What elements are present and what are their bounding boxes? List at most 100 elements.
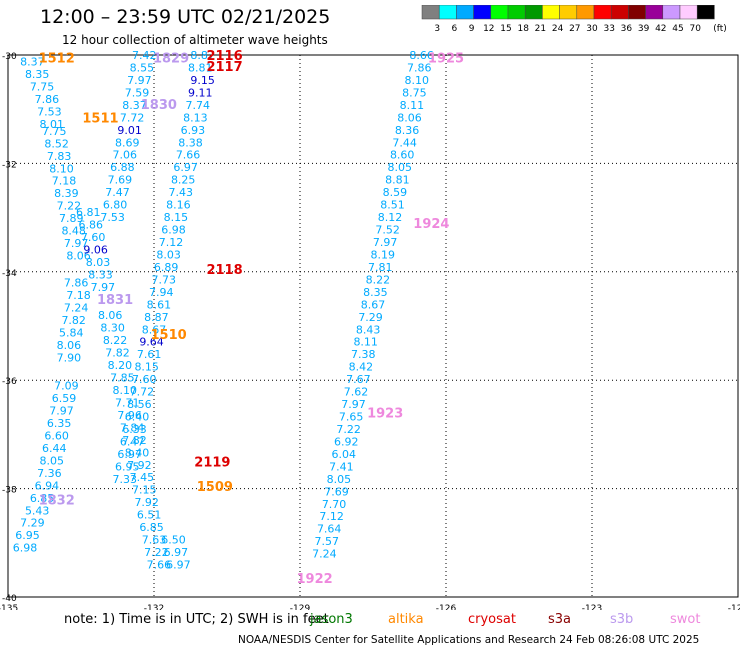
- wave-height-label: 8.10: [405, 74, 430, 87]
- track-time-label: 1922: [297, 572, 333, 587]
- wave-height-label: 8.03: [156, 248, 181, 261]
- wave-height-label: 8.36: [395, 124, 420, 137]
- wave-height-label: 7.82: [61, 314, 86, 327]
- legend-unit: (ft): [713, 24, 727, 34]
- wave-height-label: 7.18: [52, 175, 77, 188]
- wave-height-label: 8.37: [122, 99, 147, 112]
- track-time-label: 1509: [197, 480, 233, 495]
- wave-height-label: 8.05: [388, 161, 413, 174]
- wave-height-label: 7.66: [176, 149, 201, 162]
- wave-height-label: 6.50: [161, 534, 186, 547]
- wave-height-label: 7.86: [407, 61, 432, 74]
- wave-height-label: 7.15: [132, 484, 157, 497]
- wave-height-label: 7.47: [105, 186, 130, 199]
- wave-height-label: 7.70: [322, 498, 347, 511]
- satellite-note: note: 1) Time is in UTC; 2) SWH is in fe…: [64, 612, 329, 627]
- legend-label: 3: [434, 24, 440, 34]
- wave-height-label: 7.43: [169, 186, 194, 199]
- track-time-label: 1925: [428, 52, 464, 67]
- legend-label: 15: [500, 24, 511, 34]
- wave-height-label: 8.22: [366, 273, 391, 286]
- wave-height-label: 7.12: [159, 236, 184, 249]
- wave-height-label: 7.75: [42, 125, 67, 138]
- satellite-label-cryosat: cryosat: [468, 612, 516, 627]
- wave-height-label: 7.82: [105, 347, 130, 360]
- wave-height-label: 8.05: [327, 473, 352, 486]
- wave-height-label: 8.06: [66, 250, 91, 263]
- y-tick-label: -38: [2, 486, 17, 496]
- wave-height-label: 8.42: [349, 361, 374, 374]
- legend-label: 18: [517, 24, 529, 34]
- wave-height-label: 7.71: [115, 396, 140, 409]
- wave-height-label: 8.33: [88, 269, 113, 282]
- wave-height-label: 6.97: [164, 546, 189, 559]
- wave-height-label: 7.53: [100, 211, 125, 224]
- x-tick-label: -132: [144, 604, 164, 610]
- wave-height-label: 8.75: [402, 86, 427, 99]
- wave-height-label: 7.60: [81, 231, 106, 244]
- wave-height-label: 7.22: [57, 200, 82, 213]
- wave-height-label: 8.13: [183, 111, 208, 124]
- track-time-label: 1512: [39, 52, 75, 67]
- satellite-label-s3a: s3a: [548, 612, 572, 627]
- color-scale-legend: 3 6 9 12 15 18 21 24 27 30 33 36 39 42 45 70 (ft): [421, 5, 727, 34]
- wave-height-label: 9.64: [139, 336, 164, 349]
- wave-height-label: 6.95: [115, 460, 140, 473]
- wave-height-label: 8.06: [57, 339, 82, 352]
- wave-height-label: 6.98: [13, 542, 38, 555]
- wave-height-label: 8.37: [20, 56, 45, 69]
- wave-height-label: 7.24: [312, 548, 337, 561]
- wave-height-label: 8.60: [390, 149, 415, 162]
- wave-height-label: 7.97: [64, 237, 89, 250]
- wave-height-label: 8.87: [190, 49, 215, 62]
- wave-height-label: 8.40: [125, 446, 150, 459]
- satellite-label-jason3: jason3: [310, 612, 353, 627]
- legend-label: 42: [655, 24, 666, 34]
- wave-height-label: 6.33: [122, 423, 147, 436]
- wave-height-label: 8.11: [400, 99, 425, 112]
- legend-label: 39: [638, 24, 650, 34]
- wave-height-label: 6.47: [120, 435, 145, 448]
- wave-height-label: 7.75: [30, 80, 55, 93]
- wave-height-label: 6.81: [76, 206, 101, 219]
- credit-line: NOAA/NESDIS Center for Satellite Applica…: [238, 634, 700, 646]
- x-tick-label: -135: [0, 604, 18, 610]
- wave-height-label: 8.10: [113, 384, 138, 397]
- track-time-label: 1829: [153, 52, 189, 67]
- wave-height-label: 6.98: [161, 224, 186, 237]
- wave-height-label: 7.44: [392, 136, 417, 149]
- legend-swatch: [696, 5, 715, 20]
- wave-height-label: 7.36: [37, 467, 62, 480]
- x-tick-label: -123: [582, 604, 602, 610]
- wave-height-label: 6.60: [44, 429, 69, 442]
- wave-height-label: 8.03: [86, 256, 111, 269]
- plot-area: -135 -132 -129 -126 -123 -120 -30 -32 -34 -36 -38 -…: [0, 49, 740, 610]
- wave-height-label: 8.16: [166, 199, 191, 212]
- wave-height-label: 6.89: [154, 261, 179, 274]
- track-time-label: 2118: [206, 263, 242, 278]
- wave-height-label: 9.11: [188, 86, 213, 99]
- wave-height-label: 7.81: [368, 261, 393, 274]
- wave-height-label: 8.12: [378, 211, 403, 224]
- wave-height-label: 7.29: [20, 517, 45, 530]
- wave-height-label: 6.97: [166, 558, 191, 571]
- wave-height-label: 7.69: [108, 174, 133, 187]
- wave-height-label: 7.42: [132, 49, 157, 62]
- track-time-label: 2117: [206, 60, 242, 75]
- wave-height-label: 5.43: [25, 504, 50, 517]
- x-tick-label: -126: [436, 604, 457, 610]
- wave-height-label: 8.81: [385, 174, 410, 187]
- wave-height-label: 9.06: [83, 244, 108, 257]
- legend-label: 30: [586, 24, 598, 34]
- wave-height-label: 7.97: [373, 236, 398, 249]
- wave-height-label: 7.83: [47, 150, 72, 163]
- wave-height-label: 7.89: [59, 212, 84, 225]
- wave-height-label: 7.97: [341, 398, 366, 411]
- wave-height-label: 7.86: [64, 277, 89, 290]
- wave-height-label: 7.24: [64, 302, 89, 315]
- wave-height-label: 7.18: [66, 289, 91, 302]
- wave-height-label: 6.93: [181, 124, 206, 137]
- wave-height-label: 7.57: [315, 535, 340, 548]
- wave-height-label: 7.53: [37, 105, 62, 118]
- track-time-label: 1510: [151, 328, 187, 343]
